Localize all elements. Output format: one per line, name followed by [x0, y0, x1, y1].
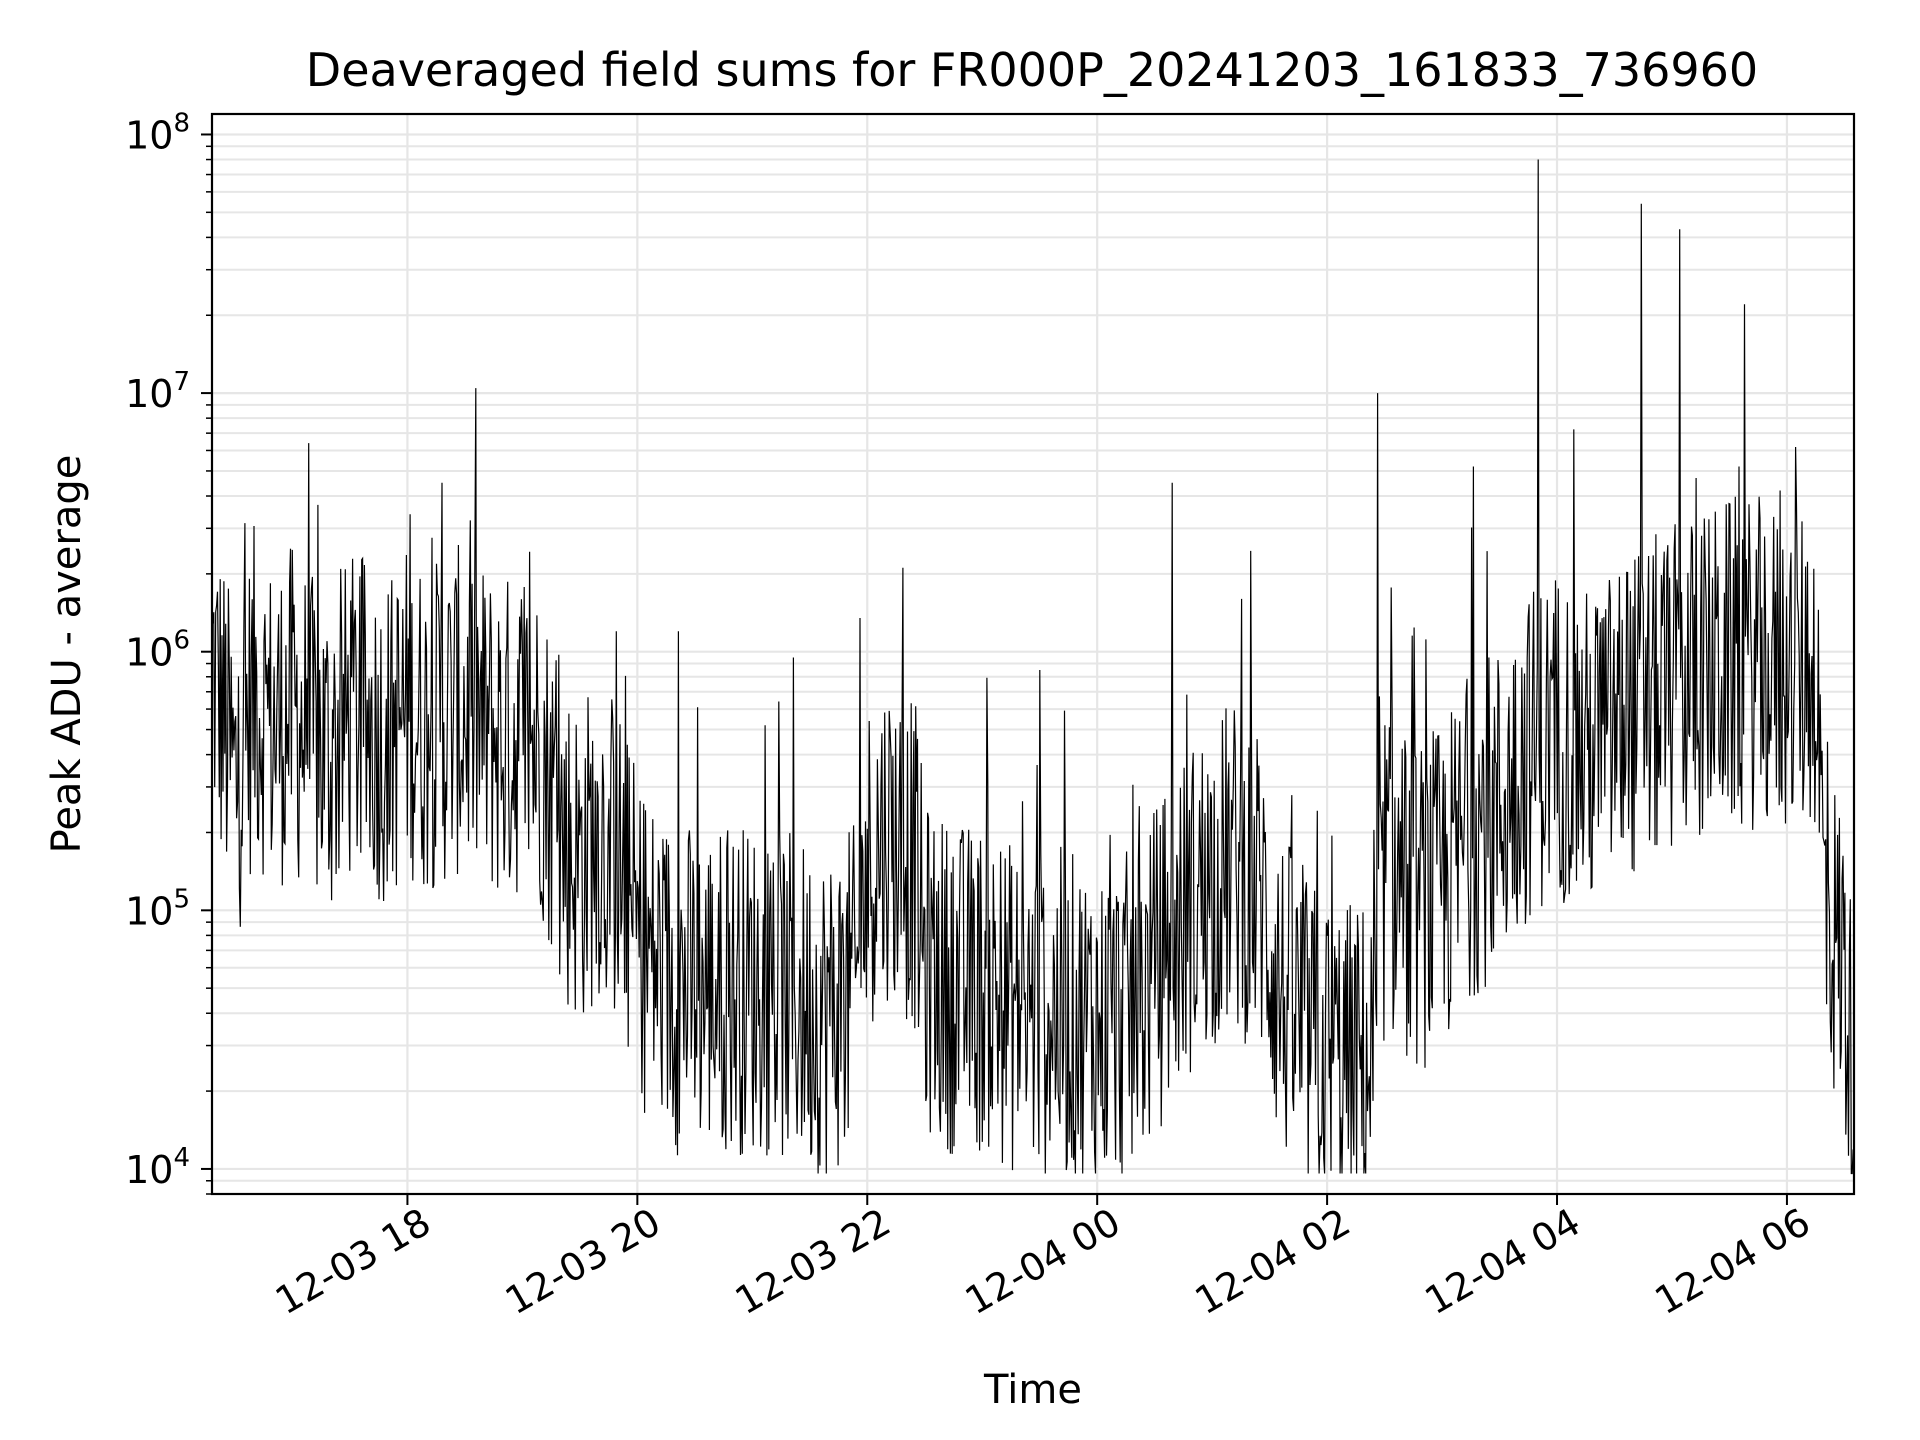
y-tick-label: 106 [125, 626, 190, 675]
y-tick-label: 104 [125, 1143, 190, 1192]
y-tick-label: 108 [125, 108, 190, 157]
y-tick-label: 107 [125, 367, 190, 416]
series-line [211, 159, 1855, 1175]
y-tick-label: 105 [125, 884, 190, 933]
series-layer [211, 159, 1855, 1175]
chart-title: Deaveraged field sums for FR000P_2024120… [306, 43, 1758, 97]
x-axis-label: Time [983, 1367, 1082, 1413]
y-axis-ticks: 104 105 106 107 108 [125, 108, 212, 1195]
plot-frame [210, 112, 1856, 1196]
y-axis-label: Peak ADU - average [44, 455, 90, 854]
